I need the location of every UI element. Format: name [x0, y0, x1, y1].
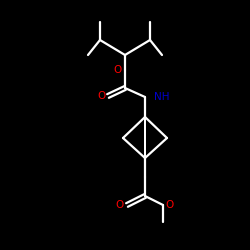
- Text: O: O: [97, 91, 105, 101]
- Text: NH: NH: [154, 92, 170, 102]
- Text: O: O: [114, 65, 122, 75]
- Text: O: O: [166, 200, 174, 210]
- Text: O: O: [116, 200, 124, 210]
